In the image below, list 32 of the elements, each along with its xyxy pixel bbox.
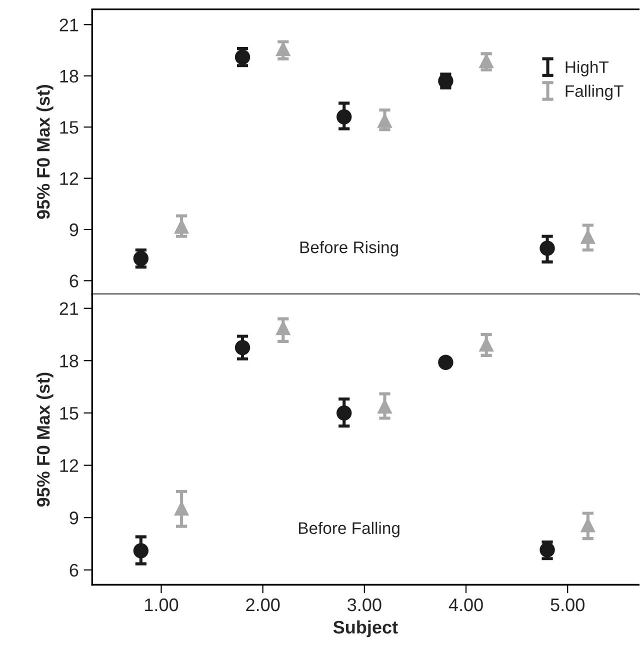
y-tick-label: 15 (60, 407, 78, 420)
y-tick-label: 12 (60, 459, 78, 472)
y-tick-label: 18 (60, 354, 78, 368)
y-axis-title: 95% F0 Max (st) (36, 84, 54, 219)
x-tick-label: 3.00 (348, 598, 382, 612)
y-tick-label: 9 (70, 512, 78, 524)
y-tick-label: 9 (70, 223, 78, 236)
y-tick-label: 15 (60, 121, 78, 134)
x-tick-label: 2.00 (246, 598, 280, 612)
y-tick-label: 18 (60, 70, 78, 83)
y-tick-label: 21 (60, 18, 78, 32)
annotation: Before Falling (299, 522, 400, 538)
point (133, 543, 149, 558)
y-tick-label: 6 (70, 564, 78, 577)
y-tick-label: 6 (70, 274, 78, 288)
point (540, 542, 555, 558)
point (234, 340, 250, 356)
x-tick-label: 1.00 (145, 598, 178, 612)
point (540, 240, 555, 256)
x-tick-label: 5.00 (550, 598, 584, 612)
legend-label: HighT (566, 60, 609, 76)
point (438, 354, 454, 370)
annotation: Before Rising (300, 240, 398, 257)
y-axis-title: 95% F0 Max (st) (36, 372, 54, 507)
point (133, 250, 149, 266)
point (336, 405, 352, 421)
y-tick-label: 12 (60, 172, 78, 185)
x-axis-title: Subject (333, 620, 398, 638)
point (336, 109, 352, 124)
legend-label: FallingT (566, 84, 624, 100)
x-tick-label: 4.00 (448, 598, 483, 612)
y-tick-label: 21 (60, 302, 78, 315)
